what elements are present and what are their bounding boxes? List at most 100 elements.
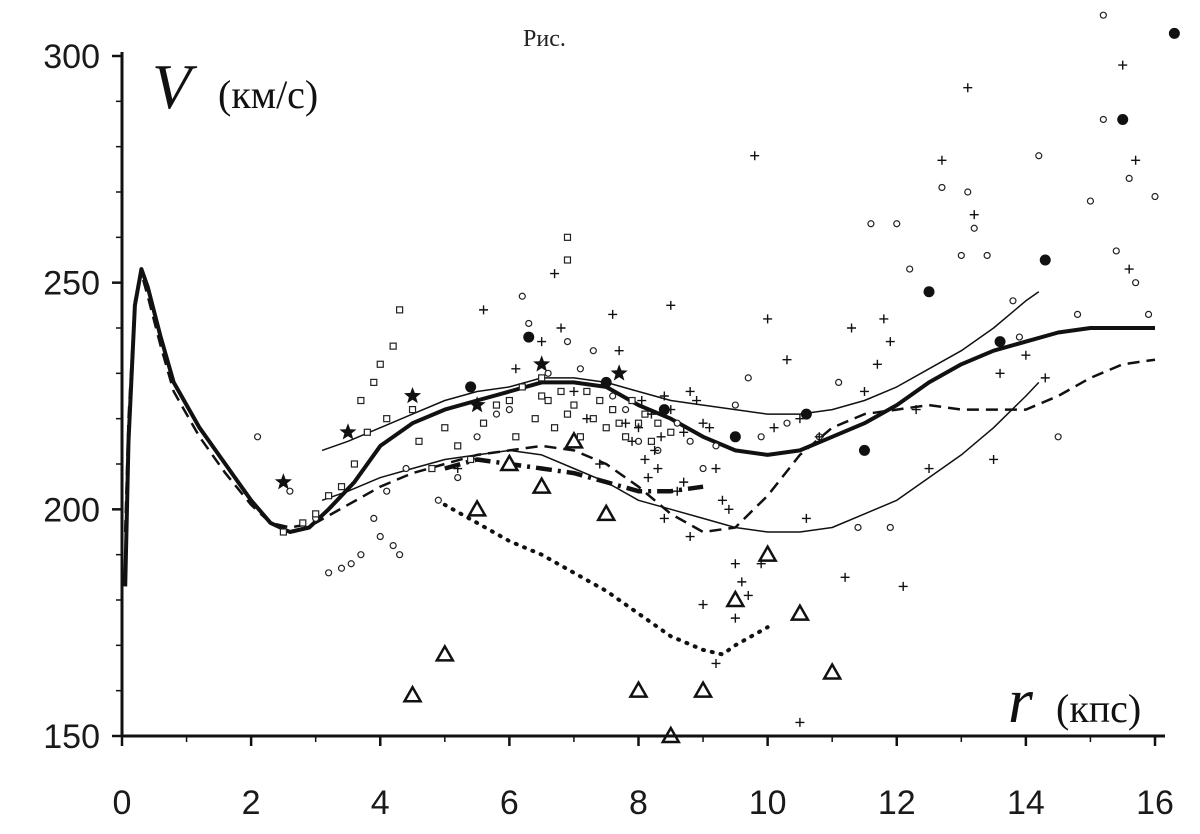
data-point-plus — [840, 572, 850, 582]
data-point-open-square — [596, 396, 604, 405]
data-point-open-circle — [867, 220, 875, 228]
data-point-open-circle — [964, 188, 972, 196]
data-point-plus — [750, 151, 760, 161]
data-point-open-circle — [492, 410, 501, 418]
data-point-open-square — [654, 419, 662, 427]
data-point-open-circle — [325, 569, 333, 577]
curves-layer — [123, 267, 1156, 657]
data-point-plus — [650, 445, 660, 455]
data-point-plus — [685, 532, 695, 542]
data-point-open-circle — [376, 532, 384, 541]
data-point-open-circle — [970, 224, 978, 232]
data-point-filled-circle — [923, 286, 935, 298]
data-point-plus — [1131, 155, 1141, 165]
data-point-plus — [511, 364, 521, 374]
data-point-open-square — [357, 396, 365, 405]
data-point-plus — [666, 405, 676, 415]
data-point-open-square — [325, 492, 333, 500]
data-point-open-circle — [699, 464, 707, 473]
data-point-plus — [698, 418, 708, 428]
data-point-open-circle — [1073, 310, 1082, 318]
data-point-plus — [659, 513, 669, 523]
x-tick-label: 10 — [749, 784, 787, 822]
data-point-open-circle — [253, 433, 262, 441]
curve-thin-solid — [321, 291, 1040, 452]
data-point-open-circle — [983, 251, 991, 260]
data-point-open-circle — [731, 401, 739, 409]
data-point-plus — [1021, 350, 1031, 360]
figure-label: Рис. — [523, 26, 566, 52]
data-point-open-square — [647, 437, 656, 445]
data-point-open-circle — [835, 378, 843, 386]
data-point-filled-circle — [858, 444, 870, 456]
data-point-open-square — [628, 396, 636, 405]
data-point-filled-circle — [523, 331, 535, 343]
data-point-plus — [743, 590, 753, 600]
data-point-open-square — [538, 392, 546, 400]
data-point-open-square — [441, 424, 449, 432]
data-point-plus — [730, 559, 740, 569]
data-point-plus — [453, 464, 463, 474]
data-point-plus — [879, 314, 889, 324]
data-point-triangle — [402, 684, 423, 703]
data-point-plus — [672, 486, 682, 496]
data-point-open-square — [312, 510, 320, 518]
data-point-plus — [679, 477, 689, 487]
data-point-plus — [937, 155, 947, 165]
x-tick-label: 14 — [1007, 784, 1045, 822]
data-point-open-square — [667, 428, 675, 436]
data-point-open-circle — [383, 487, 391, 495]
data-point-plus — [872, 359, 882, 369]
data-point-plus — [479, 305, 489, 315]
data-point-star — [274, 473, 292, 490]
data-point-open-square — [518, 383, 526, 391]
data-point-star — [468, 396, 486, 413]
data-point-open-square — [370, 378, 378, 386]
data-point-open-circle — [621, 406, 630, 414]
data-point-open-square — [337, 483, 346, 491]
data-point-star — [610, 364, 628, 381]
data-point-open-circle — [1099, 11, 1107, 19]
data-point-plus — [801, 513, 811, 523]
data-point-open-square — [467, 455, 475, 464]
data-point-open-circle — [505, 406, 513, 414]
data-point-plus — [814, 432, 824, 442]
y-tick-label: 300 — [43, 38, 100, 76]
data-point-plus — [730, 613, 740, 623]
data-point-open-circle — [886, 523, 894, 532]
data-point-plus — [1040, 373, 1050, 383]
data-point-open-square — [550, 424, 559, 432]
data-point-filled-circle — [729, 431, 741, 443]
data-point-plus — [653, 464, 663, 474]
data-point-open-square — [602, 424, 610, 432]
data-point-open-square — [279, 528, 288, 536]
y-axis-symbol: V — [152, 51, 198, 122]
data-point-open-circle — [563, 338, 572, 346]
data-point-open-square — [563, 233, 572, 241]
data-point-open-square — [363, 428, 371, 436]
x-tick-label: 8 — [629, 784, 648, 822]
data-point-triangle — [628, 680, 649, 698]
data-point-plus — [621, 418, 631, 428]
x-tick-label: 4 — [371, 784, 390, 822]
data-point-filled-circle — [1117, 113, 1129, 125]
data-point-open-circle — [712, 442, 720, 450]
data-point-plus — [795, 414, 805, 424]
data-point-plus — [643, 473, 653, 483]
data-point-open-circle — [1035, 152, 1043, 160]
x-tick-label: 2 — [242, 784, 261, 822]
data-point-open-circle — [389, 541, 397, 550]
data-point-plus — [756, 559, 766, 569]
data-point-open-circle — [434, 496, 442, 504]
data-point-open-circle — [1151, 192, 1159, 201]
data-point-plus — [724, 504, 734, 514]
data-point-open-circle — [1015, 333, 1024, 341]
data-point-open-circle — [589, 347, 597, 355]
y-tick-label: 150 — [43, 718, 100, 756]
data-point-plus — [640, 454, 650, 464]
data-point-open-square — [563, 410, 572, 418]
data-point-plus — [859, 386, 869, 396]
data-point-plus — [924, 464, 934, 474]
curve-thin-solid — [321, 381, 1040, 533]
